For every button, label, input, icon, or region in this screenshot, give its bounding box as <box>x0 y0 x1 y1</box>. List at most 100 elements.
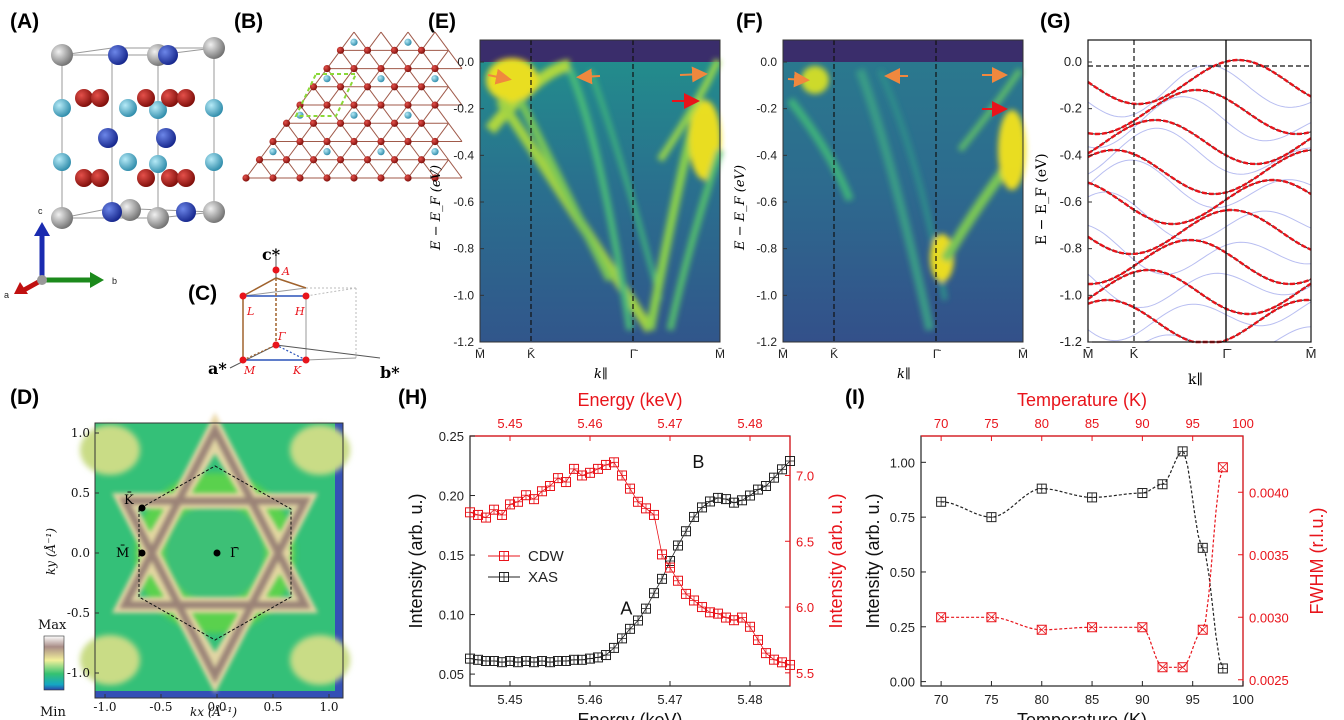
top-xtick-label: 5.45 <box>497 416 522 431</box>
kagome-atom <box>404 64 412 73</box>
xtick-label: 95 <box>1185 692 1199 707</box>
kagome-center-atom <box>377 75 385 83</box>
fermi-yticks: 1.0 0.5 0.0 -0.5 -1.0 <box>67 426 99 680</box>
ytick-label: -1.0 <box>1060 287 1082 302</box>
panel-label-e: (E) <box>428 10 456 33</box>
ytick-label: -0.8 <box>453 242 474 256</box>
xtick-label: 90 <box>1135 692 1149 707</box>
fwhm-point-cross-b <box>986 612 997 623</box>
fwhm-point <box>1217 462 1228 473</box>
xtick-label: Γ̄ <box>630 347 639 361</box>
ytick-label: -0.8 <box>756 242 777 256</box>
fwhm-point <box>1137 622 1148 633</box>
ytick-left-label: 0.15 <box>439 548 464 563</box>
ytick-right-label: 6.5 <box>796 534 814 549</box>
kagome-center-atom <box>350 38 358 46</box>
ytick-label: -0.6 <box>1060 194 1082 209</box>
fermi-xtick: 1.0 <box>319 700 338 714</box>
xtick-label: 85 <box>1085 692 1099 707</box>
arpes-f-ylabel: E − E_F (eV) <box>733 165 748 251</box>
brillouin-zone: c* a* b* A L H Γ M K <box>208 245 400 382</box>
fwhm-point-cross-b <box>1177 662 1188 673</box>
fermi-ytick: -0.5 <box>67 606 90 620</box>
chart-h: 5.45 5.46 5.47 5.48 5.45 5.46 5.47 5.48 0.05 0.10… <box>406 390 846 720</box>
kagome-atom <box>417 46 426 54</box>
kagome-atom <box>363 46 372 54</box>
bz-point-a: A <box>281 265 290 278</box>
unit-cell <box>294 73 358 117</box>
calc-xlabel: k∥ <box>1188 372 1203 388</box>
xtick-label: 70 <box>934 692 948 707</box>
kagome-atom <box>296 137 304 146</box>
ytick-left-label: 0.25 <box>890 620 915 635</box>
bz-point-l: L <box>246 305 254 318</box>
top-xtick-label: 80 <box>1035 416 1049 431</box>
fwhm-point-cross-b <box>1157 662 1168 673</box>
ytick-right-label: 0.0040 <box>1249 485 1289 500</box>
atoms-blue <box>98 45 196 222</box>
xtick-label: K̄ <box>527 347 535 361</box>
arpes-e-ylabel: E − E_F (eV) <box>429 165 444 251</box>
kagome-atom <box>404 101 412 109</box>
b-star-label: b* <box>380 363 400 382</box>
panel-label-a: (A) <box>10 10 39 33</box>
fwhm-point-cross-b <box>936 612 946 623</box>
kagome-atom <box>269 137 277 146</box>
kagome-atom <box>350 101 358 109</box>
panel-label-h: (H) <box>398 386 427 409</box>
kagome-atom <box>390 156 399 164</box>
y-left-label: Intensity (arb. u.) <box>863 493 883 628</box>
ytick-left-label: 0.10 <box>439 608 464 623</box>
axis-b-label: b <box>112 276 117 286</box>
y-right-label: FWHM (r.l.u.) <box>1307 508 1327 615</box>
xtick-label: K̄ <box>830 347 838 361</box>
xtick-label: 5.48 <box>737 692 762 707</box>
kagome-atom <box>363 119 372 127</box>
legend-xas-label: XAS <box>528 569 558 586</box>
fermi-ytick: 0.5 <box>71 486 90 500</box>
kagome-atom <box>336 83 345 91</box>
ytick-label: -1.0 <box>453 288 474 302</box>
fermi-ytick: 1.0 <box>71 426 90 440</box>
kagome-atom <box>350 137 358 146</box>
fwhm-point <box>986 612 997 623</box>
kagome-atom <box>282 119 291 127</box>
fermi-ylabel: ky (Å⁻¹) <box>43 528 58 575</box>
panel-label-g: (G) <box>1040 10 1070 33</box>
xtick-label: 5.46 <box>577 692 602 707</box>
kagome-atom <box>390 46 399 54</box>
y-left-label: Intensity (arb. u.) <box>406 493 426 628</box>
x-axis-label: Energy (keV) <box>577 710 682 720</box>
kagome-center-atom <box>350 111 358 119</box>
ytick-label: -0.2 <box>1060 101 1082 116</box>
xtick-label: Γ̄ <box>1222 346 1231 361</box>
kagome-atom <box>336 156 345 164</box>
crystal-structure: c b a <box>4 37 225 300</box>
fermi-xtick: 0.0 <box>207 700 226 714</box>
kagome-atom <box>390 119 399 127</box>
fwhm-point <box>1036 624 1047 635</box>
ytick-label: -1.2 <box>453 335 474 349</box>
fermi-point-m: M̄ <box>116 545 129 561</box>
kagome-bonds <box>245 31 463 179</box>
ytick-right-label: 6.0 <box>796 600 814 615</box>
ytick-right-label: 0.0035 <box>1249 548 1289 563</box>
fwhm-point <box>1157 662 1168 673</box>
annotation-b: B <box>692 452 704 472</box>
ytick-left-label: 0.50 <box>890 565 915 580</box>
top-xtick-label: 85 <box>1085 416 1099 431</box>
plot-frame <box>469 435 791 687</box>
fermi-point-gamma: Γ̄ <box>230 546 239 561</box>
fwhm-point-cross-b <box>1137 622 1148 633</box>
fermi-xticks: -1.0 -0.5 0.0 0.5 1.0 <box>93 694 339 714</box>
plot-frame <box>920 435 1244 687</box>
panel-label-b: (B) <box>234 10 263 33</box>
ytick-left-label: 0.20 <box>439 489 464 504</box>
kagome-atom <box>431 101 439 109</box>
xtick-label: M̄ <box>715 347 725 361</box>
xtick-label: M̄ <box>1018 347 1028 361</box>
top-xtick-label: 5.48 <box>737 416 762 431</box>
bz-point-k: K <box>292 364 302 377</box>
atoms-cyan <box>53 99 223 173</box>
ytick-label: -0.2 <box>756 102 777 116</box>
